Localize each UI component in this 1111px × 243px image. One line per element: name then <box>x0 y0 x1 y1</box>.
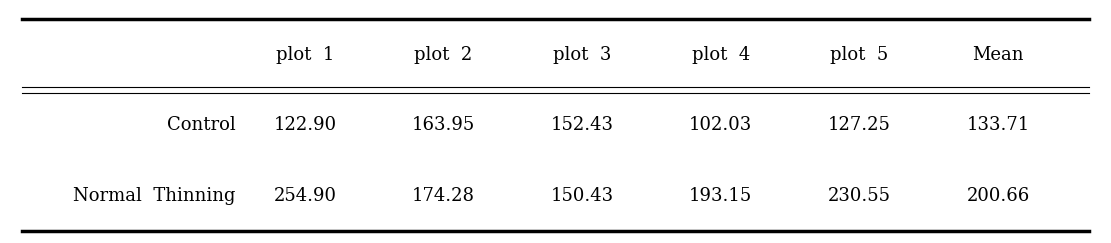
Text: 230.55: 230.55 <box>828 187 891 205</box>
Text: plot  1: plot 1 <box>276 46 334 64</box>
Text: plot  5: plot 5 <box>830 46 889 64</box>
Text: 254.90: 254.90 <box>273 187 337 205</box>
Text: 152.43: 152.43 <box>551 116 613 134</box>
Text: 200.66: 200.66 <box>967 187 1030 205</box>
Text: 163.95: 163.95 <box>412 116 476 134</box>
Text: Mean: Mean <box>972 46 1024 64</box>
Text: 127.25: 127.25 <box>828 116 891 134</box>
Text: 102.03: 102.03 <box>689 116 752 134</box>
Text: plot  4: plot 4 <box>692 46 750 64</box>
Text: Control: Control <box>167 116 236 134</box>
Text: Normal  Thinning: Normal Thinning <box>73 187 236 205</box>
Text: 174.28: 174.28 <box>412 187 476 205</box>
Text: 133.71: 133.71 <box>967 116 1030 134</box>
Text: 122.90: 122.90 <box>273 116 337 134</box>
Text: 150.43: 150.43 <box>551 187 613 205</box>
Text: 193.15: 193.15 <box>689 187 752 205</box>
Text: plot  2: plot 2 <box>414 46 472 64</box>
Text: plot  3: plot 3 <box>553 46 611 64</box>
